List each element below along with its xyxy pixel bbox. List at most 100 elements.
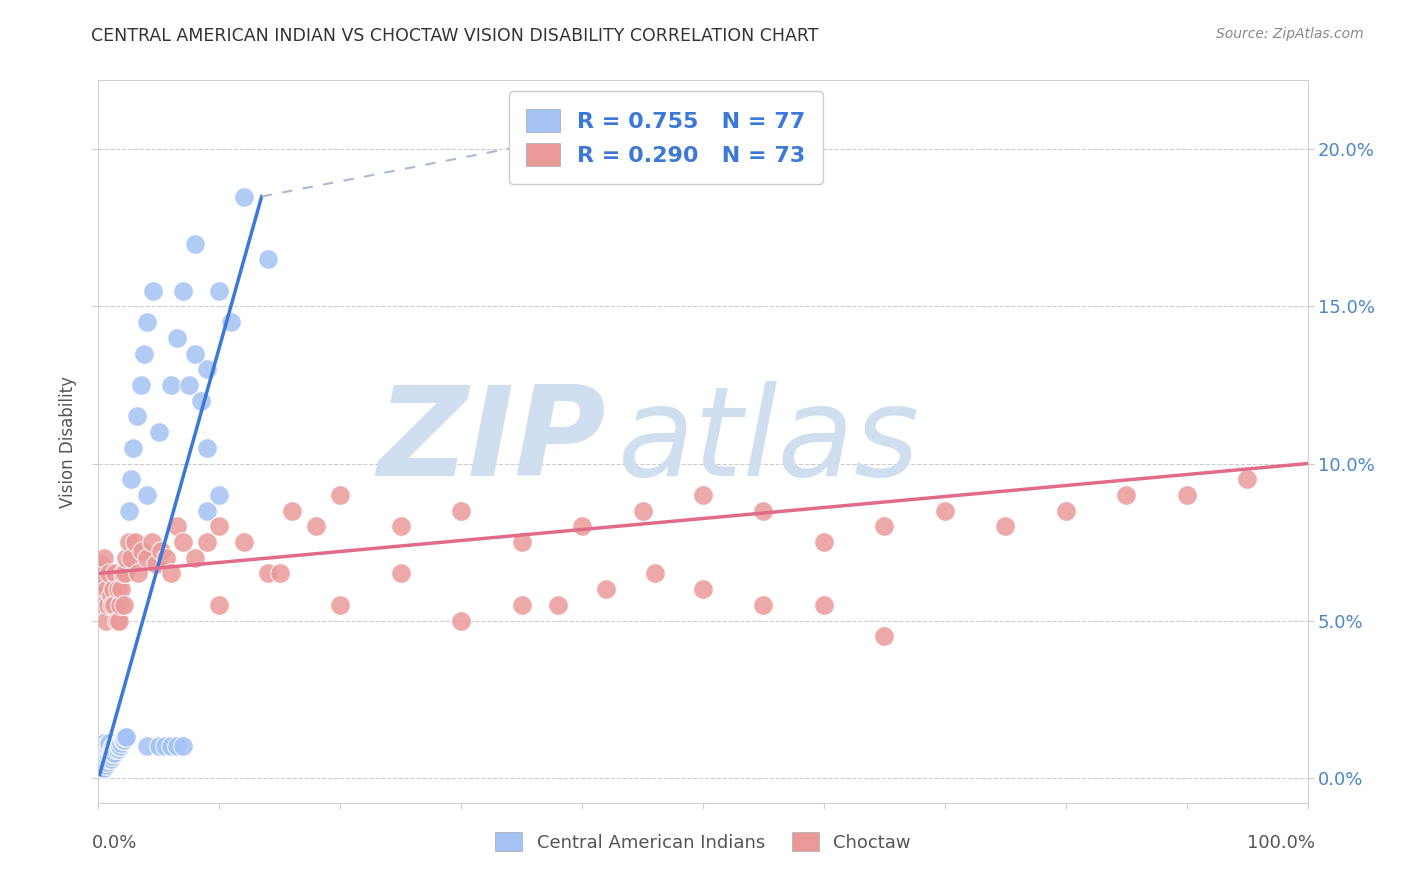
- Point: [208, 284, 231, 298]
- Point: [269, 566, 291, 581]
- Point: [101, 746, 124, 760]
- Point: [91, 746, 114, 760]
- Point: [153, 739, 176, 754]
- Point: [93, 736, 115, 750]
- Point: [91, 748, 114, 763]
- Point: [752, 503, 775, 517]
- Point: [104, 566, 127, 581]
- Y-axis label: Vision Disability: Vision Disability: [59, 376, 77, 508]
- Point: [111, 733, 134, 747]
- Point: [547, 598, 569, 612]
- Point: [90, 557, 112, 571]
- Point: [184, 346, 207, 360]
- Point: [450, 614, 472, 628]
- Point: [142, 284, 165, 298]
- Point: [281, 503, 304, 517]
- Point: [94, 746, 117, 760]
- Point: [631, 503, 654, 517]
- Point: [127, 409, 149, 424]
- Point: [148, 425, 170, 439]
- Point: [752, 598, 775, 612]
- Point: [166, 331, 188, 345]
- Point: [208, 598, 231, 612]
- Point: [115, 550, 138, 565]
- Text: 100.0%: 100.0%: [1247, 834, 1315, 852]
- Point: [172, 535, 194, 549]
- Point: [184, 236, 207, 251]
- Point: [105, 614, 128, 628]
- Point: [100, 752, 122, 766]
- Point: [98, 742, 121, 756]
- Point: [97, 598, 120, 612]
- Point: [934, 503, 956, 517]
- Legend: Central American Indians, Choctaw: Central American Indians, Choctaw: [488, 825, 918, 859]
- Point: [195, 441, 218, 455]
- Point: [124, 535, 146, 549]
- Point: [135, 488, 157, 502]
- Point: [994, 519, 1017, 533]
- Point: [208, 519, 231, 533]
- Point: [873, 629, 896, 643]
- Point: [91, 758, 114, 772]
- Point: [122, 441, 145, 455]
- Text: ZIP: ZIP: [378, 381, 606, 502]
- Point: [813, 598, 835, 612]
- Point: [1175, 488, 1198, 502]
- Point: [94, 614, 117, 628]
- Point: [1115, 488, 1137, 502]
- Point: [97, 746, 120, 760]
- Point: [1054, 503, 1077, 517]
- Point: [190, 393, 212, 408]
- Point: [184, 550, 207, 565]
- Point: [195, 535, 218, 549]
- Point: [89, 755, 111, 769]
- Point: [595, 582, 617, 597]
- Point: [91, 752, 114, 766]
- Point: [120, 550, 142, 565]
- Point: [107, 742, 129, 756]
- Point: [96, 748, 118, 763]
- Point: [90, 752, 112, 766]
- Point: [101, 582, 124, 597]
- Text: atlas: atlas: [619, 381, 921, 502]
- Point: [232, 535, 254, 549]
- Point: [692, 582, 714, 597]
- Point: [103, 739, 125, 754]
- Point: [112, 598, 135, 612]
- Point: [115, 730, 138, 744]
- Point: [91, 755, 114, 769]
- Point: [127, 566, 149, 581]
- Point: [89, 566, 111, 581]
- Point: [571, 519, 593, 533]
- Point: [104, 742, 127, 756]
- Point: [145, 557, 167, 571]
- Point: [100, 589, 122, 603]
- Point: [172, 739, 194, 754]
- Point: [644, 566, 666, 581]
- Point: [1236, 472, 1258, 486]
- Point: [120, 472, 142, 486]
- Point: [107, 582, 129, 597]
- Point: [873, 519, 896, 533]
- Point: [129, 378, 152, 392]
- Point: [160, 566, 183, 581]
- Point: [256, 566, 278, 581]
- Point: [97, 752, 120, 766]
- Point: [166, 739, 188, 754]
- Point: [114, 730, 136, 744]
- Point: [94, 758, 117, 772]
- Point: [118, 503, 141, 517]
- Point: [389, 566, 412, 581]
- Point: [160, 378, 183, 392]
- Point: [91, 761, 114, 775]
- Point: [155, 550, 177, 565]
- Point: [221, 315, 243, 329]
- Point: [172, 284, 194, 298]
- Point: [100, 742, 122, 756]
- Point: [141, 535, 163, 549]
- Point: [91, 575, 114, 590]
- Point: [108, 598, 131, 612]
- Point: [135, 315, 157, 329]
- Point: [93, 748, 115, 763]
- Point: [179, 378, 201, 392]
